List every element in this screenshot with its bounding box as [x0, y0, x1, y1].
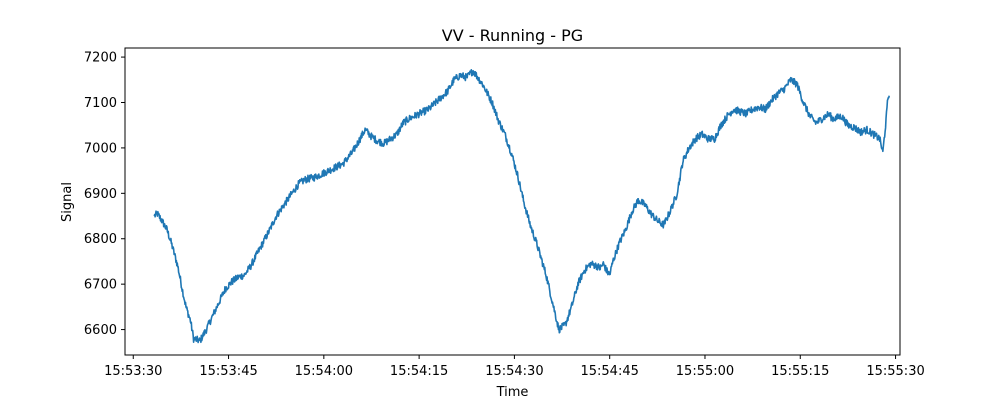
y-tick-label: 6700: [84, 278, 117, 293]
x-tick-label: 15:54:15: [390, 364, 448, 379]
x-tick-label: 15:54:30: [485, 364, 543, 379]
x-tick-label: 15:53:45: [199, 364, 257, 379]
chart-title: VV - Running - PG: [442, 26, 583, 45]
y-tick-label: 6800: [84, 232, 117, 247]
x-axis: 15:53:30 15:53:45 15:54:00 15:54:15 15:54:30…: [104, 355, 925, 379]
x-tick-label: 15:54:00: [295, 364, 353, 379]
x-tick-label: 15:55:00: [676, 364, 734, 379]
y-axis: 6600 6700 6800 6900 7000 7100 7200: [84, 51, 125, 338]
y-tick-label: 6900: [84, 187, 117, 202]
x-tick-label: 15:54:45: [580, 364, 638, 379]
series-line: [153, 69, 890, 344]
y-tick-label: 7000: [84, 141, 117, 156]
y-axis-label: Signal: [60, 182, 75, 222]
y-tick-label: 6600: [84, 323, 117, 338]
plot-frame: [124, 47, 901, 356]
x-tick-label: 15:53:30: [104, 364, 162, 379]
y-tick-label: 7200: [84, 51, 117, 66]
x-tick-label: 15:55:30: [866, 364, 924, 379]
plot-area: [124, 47, 901, 356]
x-axis-label: Time: [496, 385, 529, 400]
y-tick-label: 7100: [84, 96, 117, 111]
x-tick-label: 15:55:15: [771, 364, 829, 379]
